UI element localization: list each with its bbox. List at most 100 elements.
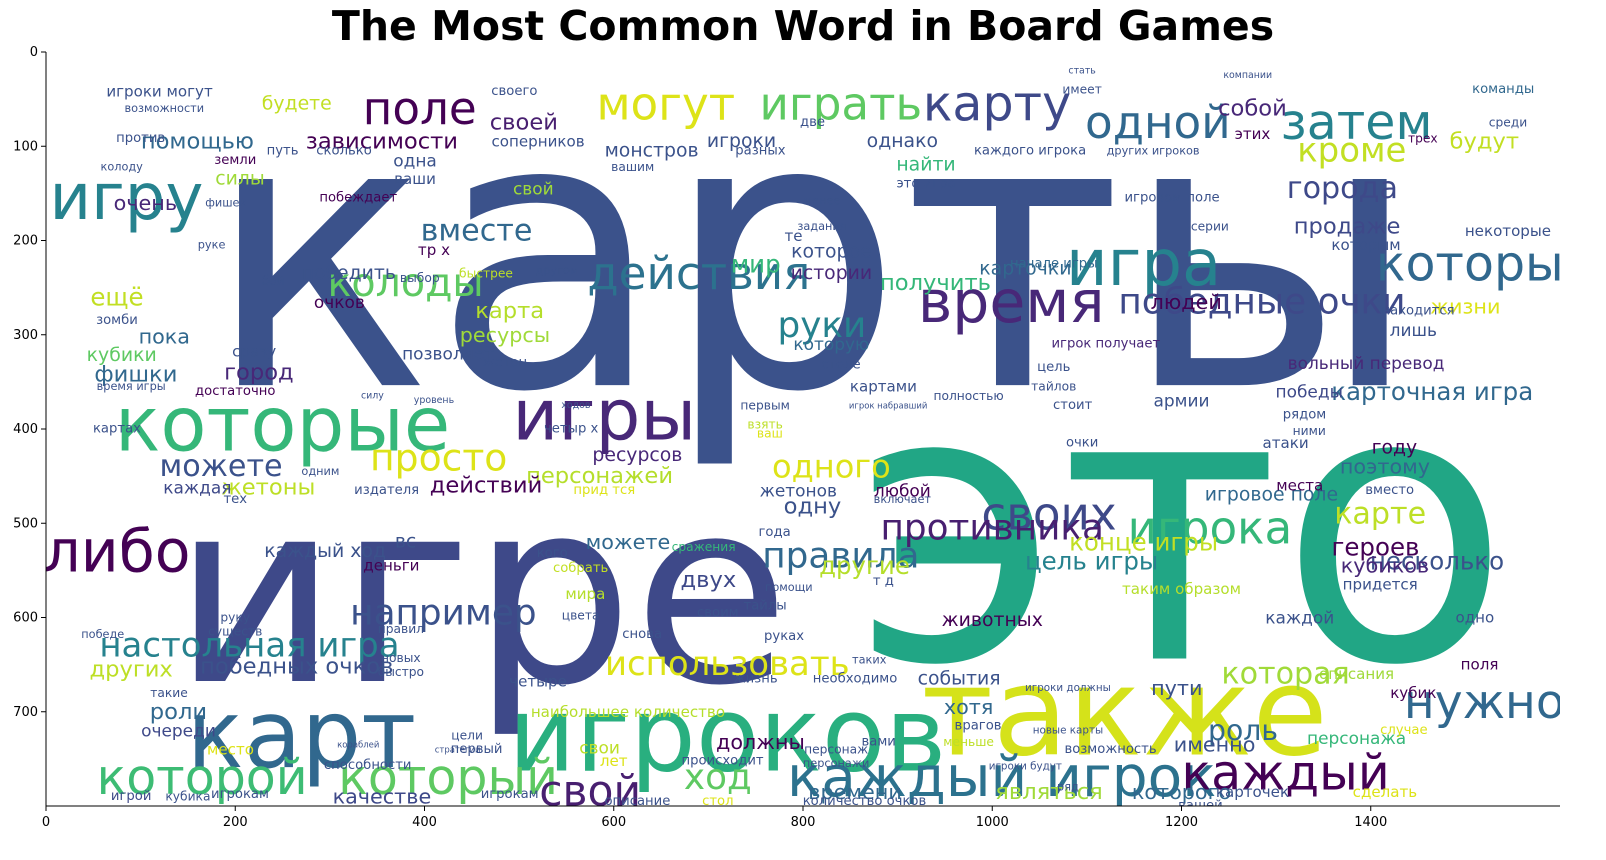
word-54: жетоны	[221, 474, 315, 500]
word-211: ходов	[561, 400, 590, 411]
word-53: действий	[430, 473, 543, 499]
word-139: начале игры	[1010, 257, 1098, 272]
y-tick-label-600: 600	[13, 611, 38, 626]
word-224: задания	[797, 220, 846, 233]
word-202: руку	[220, 611, 250, 625]
word-199: цели	[451, 728, 483, 742]
x-tick-label-0: 0	[42, 815, 50, 830]
word-153: свой	[513, 179, 554, 199]
word-86: одну	[784, 493, 842, 519]
word-1: это	[853, 308, 1510, 747]
word-162: возможности	[124, 102, 204, 115]
word-220: разных	[735, 143, 785, 158]
word-221: вашим	[611, 160, 654, 174]
word-230: вместо	[1365, 483, 1414, 498]
y-tick-label-500: 500	[13, 516, 38, 531]
word-201: такие	[150, 686, 188, 700]
word-32: например	[350, 592, 536, 633]
word-206: быстро	[378, 665, 424, 679]
y-tick-label-100: 100	[13, 139, 38, 154]
word-18: одной	[1085, 96, 1231, 149]
word-212: игровом поле	[1124, 191, 1219, 206]
word-219: две	[800, 115, 825, 130]
word-159: против	[116, 131, 165, 146]
word-239: включает	[874, 493, 932, 506]
y-tick-label-200: 200	[13, 234, 38, 249]
word-117: персонажа	[1307, 728, 1406, 748]
word-59: собой	[1218, 96, 1287, 122]
word-34: использовать	[605, 645, 850, 684]
word-67: поэтому	[1340, 455, 1430, 479]
word-251: игроки должны	[1025, 682, 1111, 694]
word-140: тр х	[418, 241, 450, 259]
word-232: время игры	[97, 380, 166, 393]
word-226: серии	[1191, 219, 1229, 233]
word-30: своих	[981, 487, 1116, 540]
word-102: любой	[874, 480, 931, 500]
word-163: колоду	[101, 160, 144, 173]
word-41: кроме	[1297, 131, 1406, 170]
word-56: помощью	[141, 129, 254, 155]
word-225: игрок получает	[1051, 337, 1160, 352]
word-252: кораблей	[337, 740, 379, 750]
word-229: ними	[1293, 424, 1326, 438]
word-113: количество очков	[803, 794, 927, 809]
word-71: фишки	[94, 361, 177, 387]
word-144: сразу	[232, 343, 276, 361]
word-245: имеет	[1062, 83, 1101, 97]
word-87: другие	[819, 551, 910, 580]
word-77: времени	[808, 780, 902, 804]
word-12: ход	[684, 757, 752, 798]
word-129: вольный перевод	[1288, 353, 1445, 373]
word-132: находится	[1381, 304, 1454, 319]
word-23: игра	[1066, 227, 1221, 301]
word-156: побеждает	[319, 190, 397, 206]
word-189: снова	[622, 627, 662, 642]
word-205: правил	[378, 622, 424, 636]
word-111: описание	[604, 794, 670, 809]
word-124: победы	[1276, 381, 1343, 401]
word-52: персонажей	[526, 463, 673, 489]
word-196: врагов	[955, 718, 1002, 733]
word-75: являться	[995, 779, 1103, 805]
word-133: некоторые	[1465, 222, 1551, 240]
word-193: персонаж	[804, 742, 868, 756]
word-103: наибольшее количество	[531, 703, 725, 721]
word-209: четыр х	[544, 422, 599, 437]
word-39: просто	[370, 435, 507, 479]
word-248: ряд	[1057, 781, 1079, 794]
word-170: жетон	[483, 356, 527, 371]
word-233: силу	[361, 391, 384, 402]
word-142: позволяет	[402, 344, 494, 364]
x-tick-label-800: 800	[791, 815, 816, 830]
word-131: лишь	[1390, 320, 1437, 340]
word-66: жизни	[1430, 294, 1500, 318]
word-192: происходит	[681, 753, 763, 768]
word-3: также	[922, 640, 1328, 783]
word-167: выбор	[400, 271, 440, 285]
word-223: менее	[804, 194, 841, 207]
word-228: тайлов	[1031, 380, 1076, 394]
word-138: карточки	[979, 258, 1071, 279]
word-14: поле	[363, 82, 477, 135]
word-238: помощи	[765, 581, 813, 594]
y-tick-label-0: 0	[30, 45, 38, 60]
word-151: соперников	[491, 133, 584, 151]
word-107: игрокам	[211, 787, 269, 802]
word-89: однако	[867, 131, 938, 152]
word-94: кубики	[87, 345, 157, 366]
word-123: придется	[1343, 576, 1418, 594]
word-126: атаки	[1263, 434, 1309, 452]
word-101: жетонов	[760, 480, 837, 500]
word-108: игрокам	[481, 787, 539, 802]
word-83: события	[918, 668, 1001, 689]
word-164: фишек	[205, 196, 246, 209]
word-237: года	[759, 525, 791, 540]
word-166: бой	[262, 274, 285, 288]
word-242: игрок набравший	[849, 400, 928, 410]
word-179: мира	[565, 585, 605, 603]
word-93: будете	[262, 93, 332, 114]
